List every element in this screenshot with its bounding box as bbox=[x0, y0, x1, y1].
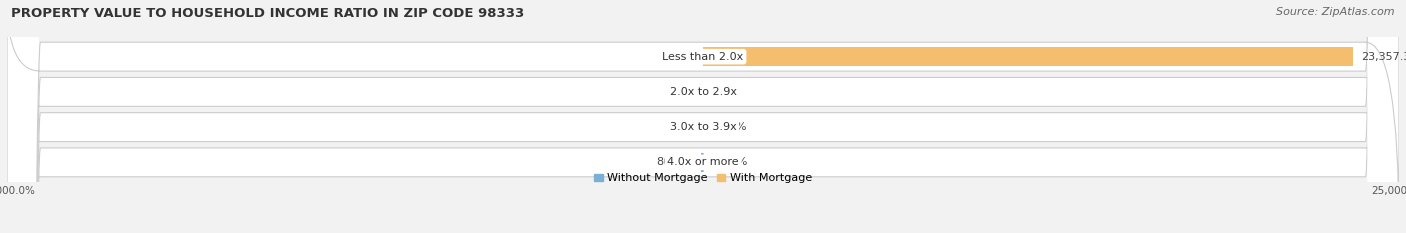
FancyBboxPatch shape bbox=[7, 0, 1399, 233]
FancyBboxPatch shape bbox=[7, 0, 1399, 233]
Text: 23,357.3%: 23,357.3% bbox=[1361, 52, 1406, 62]
Text: Less than 2.0x: Less than 2.0x bbox=[662, 52, 744, 62]
Text: 17.4%: 17.4% bbox=[711, 122, 748, 132]
Text: 86.7%: 86.7% bbox=[657, 157, 692, 167]
Text: 4.0x or more: 4.0x or more bbox=[668, 157, 738, 167]
Text: 3.0x to 3.9x: 3.0x to 3.9x bbox=[669, 122, 737, 132]
FancyBboxPatch shape bbox=[7, 0, 1399, 233]
Legend: Without Mortgage, With Mortgage: Without Mortgage, With Mortgage bbox=[589, 169, 817, 188]
Text: 6.5%: 6.5% bbox=[666, 122, 695, 132]
FancyBboxPatch shape bbox=[7, 0, 1399, 233]
Text: Source: ZipAtlas.com: Source: ZipAtlas.com bbox=[1277, 7, 1395, 17]
Text: 2.5%: 2.5% bbox=[666, 52, 695, 62]
Text: 4.3%: 4.3% bbox=[666, 87, 695, 97]
Text: PROPERTY VALUE TO HOUSEHOLD INCOME RATIO IN ZIP CODE 98333: PROPERTY VALUE TO HOUSEHOLD INCOME RATIO… bbox=[11, 7, 524, 20]
Bar bbox=[703, 48, 1353, 66]
Text: 4.8%: 4.8% bbox=[711, 87, 740, 97]
Text: 25.5%: 25.5% bbox=[711, 157, 748, 167]
Text: 2.0x to 2.9x: 2.0x to 2.9x bbox=[669, 87, 737, 97]
Bar bbox=[700, 153, 703, 171]
